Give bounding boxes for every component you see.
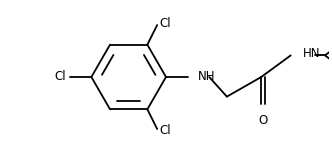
Text: Cl: Cl [159,17,171,30]
Text: HN: HN [302,47,320,60]
Text: Cl: Cl [54,71,66,83]
Text: NH: NH [198,71,215,83]
Text: O: O [259,114,268,127]
Text: Cl: Cl [159,124,171,137]
